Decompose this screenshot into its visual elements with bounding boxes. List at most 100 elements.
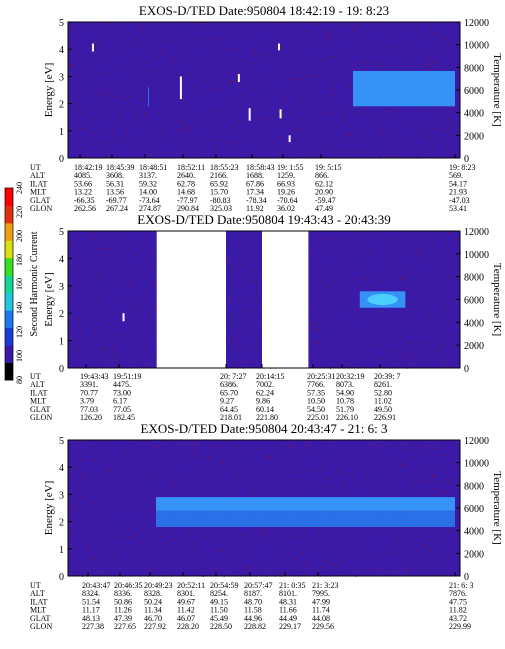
temperature-axis-label: Temperature [K] [491,471,503,544]
orbit-value: 49.50 [374,405,392,414]
orbit-value: 36.02 [277,204,295,213]
orbit-value: 48.13 [82,614,100,623]
orbit-value: 20:54:59 [210,581,238,590]
temperature-axis-label: Temperature [K] [491,53,503,126]
orbit-value: 60.14 [256,405,274,414]
orbit-value: 229.99 [449,622,471,631]
orbit-value: 6.17 [113,397,127,406]
orbit-value: 49.15 [210,597,228,606]
colorbar-segment [5,188,13,206]
orbit-value: 262.56 [74,204,96,213]
colorbar-tick-label: 140 [15,302,24,314]
orbit-value: 20:57:47 [244,581,272,590]
orbit-value: -80.83 [210,196,231,205]
orbit-value: 47.75 [449,597,467,606]
colorbar-segment [5,362,13,381]
orbit-row-label: ILAT [30,597,47,606]
orbit-value: 20:14:15 [256,372,284,381]
orbit-row-label: GLAT [30,196,51,205]
orbit-value: 44.49 [279,614,297,623]
orbit-value: 11.42 [177,606,195,615]
orbit-value: 13.22 [74,188,92,197]
orbit-value: 59.32 [139,179,157,188]
orbit-value: 9.86 [256,397,270,406]
orbit-value: -66.35 [74,196,95,205]
orbit-value: 64.45 [220,405,238,414]
orbit-value: 47.99 [312,597,330,606]
orbit-value: 11.66 [279,606,297,615]
orbit-value: 7766. [307,380,325,389]
temperature-marker [279,109,282,119]
orbit-value: 9.27 [220,397,234,406]
energy-tick-label: 3 [59,282,64,293]
orbit-value: 228.82 [244,622,266,631]
energy-tick-label: 2 [59,518,64,529]
energy-tick-label: 0 [59,572,64,583]
orbit-value: -77.97 [177,196,198,205]
orbit-value: 45.49 [210,614,228,623]
orbit-value: 1688. [246,171,264,180]
orbit-value: 11.02 [374,397,392,406]
orbit-value: -73.64 [139,196,160,205]
colorbar-segment [5,222,13,241]
orbit-value: 52.80 [374,388,392,397]
orbit-value: 227.92 [144,622,166,631]
orbit-value: 65.92 [210,179,228,188]
orbit-value: 62.24 [256,388,274,397]
energy-tick-label: 5 [59,18,64,29]
enhanced-region [156,510,455,528]
orbit-value: 47.39 [114,614,132,623]
colorbar-frame [4,187,14,381]
temperature-tick-label: 8000 [464,63,484,74]
orbit-value: 51.79 [336,405,354,414]
orbit-value: 228.50 [210,622,232,631]
orbit-value: 17.34 [246,188,264,197]
orbit-value: 267.24 [106,204,128,213]
orbit-row-label: UT [30,372,41,381]
energy-tick-label: 1 [59,337,64,348]
orbit-value: 50.86 [114,597,132,606]
colorbar-segment [5,240,13,259]
orbit-value: 227.65 [114,622,136,631]
orbit-row-label: UT [30,581,41,590]
orbit-row-label: ALT [30,171,45,180]
orbit-value: 18:45:39 [106,163,134,172]
temperature-tick-label: 2000 [464,549,484,560]
orbit-value: 20:32:19 [336,372,364,381]
colorbar-segment [5,257,13,276]
orbit-value: 57.35 [307,388,325,397]
temperature-tick-label: 12000 [464,227,489,238]
orbit-value: 21: 3:23 [312,581,338,590]
colorbar-tick-label: 240 [15,182,24,194]
enhanced-core [367,294,398,305]
temperature-tick-label: 6000 [464,86,484,97]
orbit-value: 77.03 [80,405,98,414]
orbit-value: 20.90 [315,188,333,197]
temperature-tick-label: 4000 [464,527,484,538]
temperature-tick-label: 0 [464,364,469,375]
temperature-tick-label: 2000 [464,131,484,142]
orbit-value: 6386. [220,380,238,389]
colorbar-tick-label: 160 [15,278,24,290]
orbit-row-label: ALT [30,380,45,389]
orbit-value: 126.20 [80,413,102,422]
orbit-value: 73.00 [113,388,131,397]
orbit-value: 43.72 [449,614,467,623]
orbit-value: 11.34 [144,606,162,615]
orbit-value: 77.05 [113,405,131,414]
energy-axis-label: Energy [eV] [43,63,55,117]
orbit-value: 7002. [256,380,274,389]
orbit-value: 221.80 [256,413,278,422]
orbit-value: 44.96 [244,614,262,623]
orbit-value: -69.77 [106,196,127,205]
orbit-row-label: GLON [30,622,52,631]
orbit-value: 8254. [210,589,228,598]
orbit-value: 14.68 [177,188,195,197]
orbit-value: 569. [449,171,463,180]
orbit-value: 10.50 [307,397,325,406]
temperature-tick-label: 12000 [464,18,489,29]
orbit-value: 46.70 [144,614,162,623]
orbit-row-label: ALT [30,589,45,598]
orbit-value: 46.07 [177,614,195,623]
